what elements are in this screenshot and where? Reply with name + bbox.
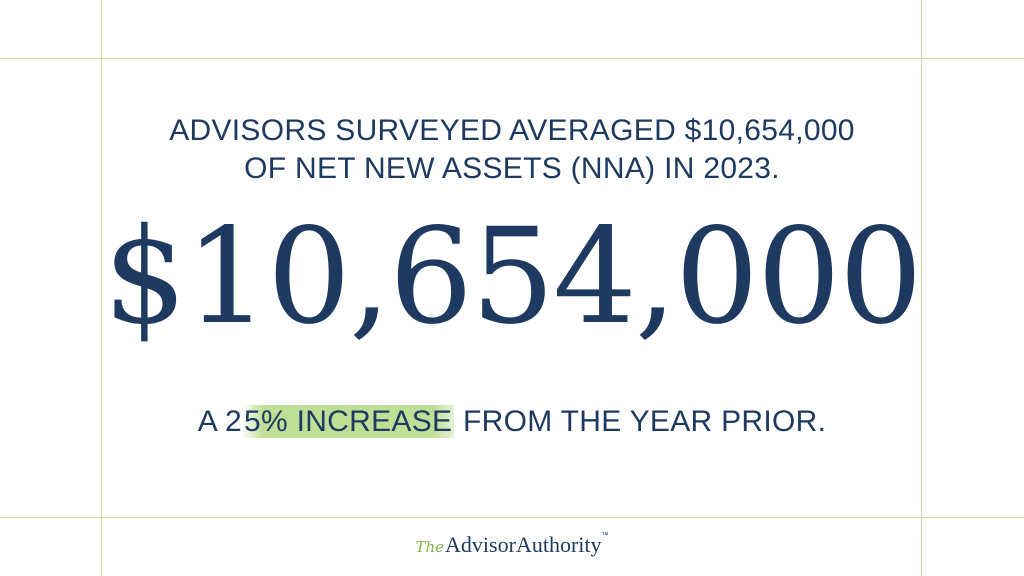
guide-line-bottom	[0, 517, 1024, 518]
headline-line-2: OF NET NEW ASSETS (NNA) IN 2023.	[244, 152, 780, 185]
guide-line-left	[101, 0, 102, 576]
headline-line-1: ADVISORS SURVEYED AVERAGED $10,654,000	[169, 114, 855, 147]
logo-authority: Authority	[515, 532, 602, 557]
tagline-prefix: A 2	[197, 405, 242, 438]
tagline-highlight: 5% INCREASE	[241, 405, 455, 438]
logo-the: The	[415, 538, 445, 556]
tagline-suffix: FROM THE YEAR PRIOR.	[454, 405, 827, 438]
headline: ADVISORS SURVEYED AVERAGED $10,654,000 O…	[0, 112, 1024, 188]
big-number: $10,654,000	[103, 200, 923, 354]
logo-trademark: ™	[601, 532, 609, 539]
logo-advisor: Advisor	[445, 532, 516, 557]
advisor-authority-logo: TheAdvisorAuthority™	[0, 532, 1024, 558]
guide-line-top	[0, 58, 1024, 59]
tagline: A 25% INCREASE FROM THE YEAR PRIOR.	[0, 403, 1024, 441]
guide-line-right	[921, 0, 922, 576]
